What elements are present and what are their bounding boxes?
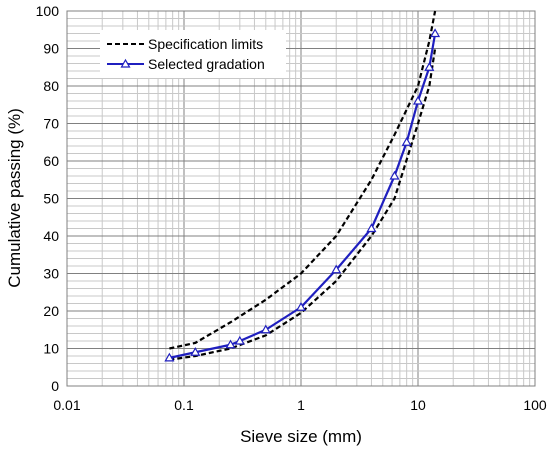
selected-gradation-point [260, 324, 271, 334]
y-tick-label: 50 [43, 191, 59, 207]
x-tick-label: 10 [410, 397, 426, 413]
selected-gradation-point [401, 137, 412, 146]
spec-limit-line-0 [169, 10, 437, 350]
legend-box [100, 30, 286, 78]
selected-gradation-point [389, 170, 400, 180]
spec-limit-line-1 [169, 48, 437, 361]
series-group [164, 10, 441, 362]
selected-gradation-point [331, 264, 342, 274]
x-tick-label: 1 [297, 397, 305, 413]
selected-gradation-point [164, 352, 175, 362]
selected-gradation-point [234, 335, 245, 345]
plot-frame [66, 10, 536, 387]
legend-label-selected: Selected gradation [148, 56, 265, 72]
selected-gradation-point [412, 95, 424, 105]
x-tick-label: 0.1 [174, 397, 194, 413]
y-tick-label: 90 [43, 41, 59, 57]
selected-gradation-point [366, 223, 377, 233]
y-tick-label: 40 [43, 228, 59, 244]
x-tick-label: 100 [523, 397, 547, 413]
legend-label-spec: Specification limits [148, 36, 263, 52]
y-axis-title: Cumulative passing (%) [5, 108, 24, 288]
y-tick-label: 10 [43, 341, 59, 357]
x-tick-label: 0.01 [53, 397, 80, 413]
legend: Specification limits Selected gradation [100, 30, 286, 78]
x-axis-title: Sieve size (mm) [240, 427, 362, 446]
selected-gradation-point [430, 28, 441, 38]
selected-gradation-point [295, 302, 307, 311]
legend-marker-selected [120, 58, 131, 68]
y-tick-label: 100 [36, 3, 60, 19]
tick-labels: 0.01 0.1 1 10 100 0 10 20 30 40 50 60 70 80 90 100 [36, 3, 547, 413]
selected-gradation-point [190, 347, 201, 356]
y-tick-label: 20 [43, 303, 59, 319]
selected-gradation-point [424, 62, 435, 71]
y-tick-label: 30 [43, 266, 59, 282]
selected-gradation-point [225, 339, 236, 349]
y-tick-label: 80 [43, 78, 59, 94]
y-tick-label: 70 [43, 116, 59, 132]
y-tick-label: 0 [51, 378, 59, 394]
y-tick-label: 60 [43, 153, 59, 169]
